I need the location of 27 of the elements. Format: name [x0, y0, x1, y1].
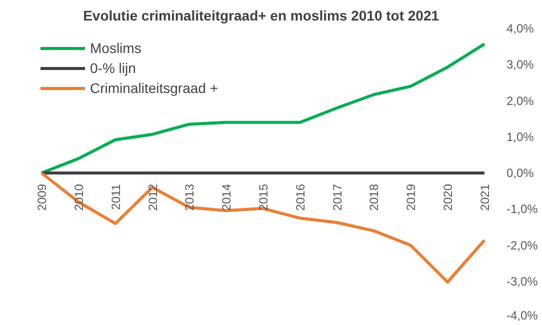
x-tick-label: 2013 — [182, 184, 197, 211]
x-tick-label: 2009 — [35, 184, 50, 211]
x-tick-label: 2021 — [478, 184, 492, 211]
x-tick-label: 2012 — [146, 184, 160, 211]
legend-label: Moslims — [90, 40, 142, 56]
x-tick-label: 2018 — [367, 184, 382, 211]
y-tick-label: 4,0% — [506, 22, 534, 36]
chart-title: Evolutie criminaliteitgraad+ en moslims 2010 tot 2021 — [83, 8, 440, 24]
line-series — [40, 42, 486, 174]
y-tick-label: -3,0% — [506, 274, 538, 288]
x-tick-label: 2015 — [256, 184, 270, 211]
y-tick-label: -4,0% — [506, 308, 538, 322]
y-tick-label: 2,0% — [506, 94, 534, 108]
x-tick-label: 2016 — [293, 184, 308, 211]
y-tick-label: 3,0% — [506, 58, 534, 72]
x-tick-label: 2019 — [404, 184, 418, 211]
x-tick-label: 2020 — [441, 184, 456, 211]
x-tick-label: 2011 — [108, 184, 123, 210]
x-tick-label: 2010 — [72, 184, 86, 211]
x-tick-label: 2014 — [220, 184, 234, 211]
legend-label: Criminaliteitsgraad + — [90, 80, 218, 96]
y-tick-label: 0,0% — [506, 166, 534, 180]
legend-label: 0-% lijn — [90, 60, 136, 76]
y-tick-label: 1,0% — [506, 130, 534, 144]
y-tick-label: -2,0% — [506, 238, 538, 252]
y-tick-label: -1,0% — [506, 202, 538, 216]
x-tick-label: 2017 — [330, 184, 344, 211]
